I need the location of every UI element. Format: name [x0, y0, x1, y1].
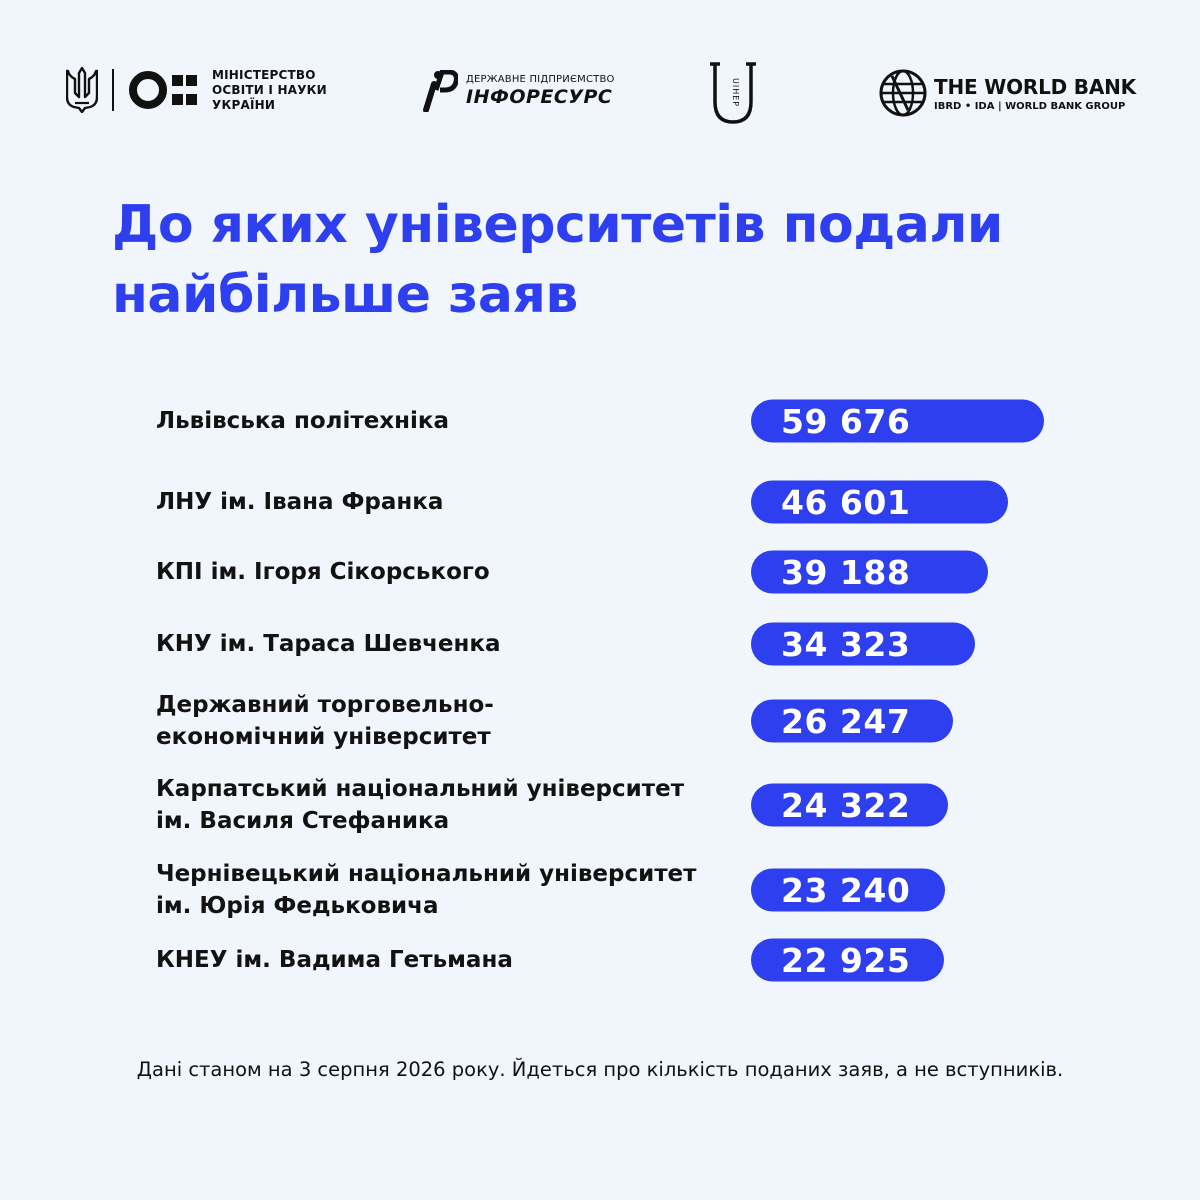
ministry-line: МІНІСТЕРСТВО: [212, 67, 316, 82]
chart-title: До яких університетів подали найбільше з…: [112, 195, 1003, 325]
globe-icon: [879, 69, 927, 117]
ministry-line: ОСВІТИ І НАУКИ: [212, 82, 327, 97]
inforesurs-name: ІНФОРЕСУРС: [466, 86, 613, 108]
category-label: КНУ ім. Тараса Шевченка: [156, 631, 501, 657]
world-bank-name: THE WORLD BANK: [934, 74, 1136, 99]
uihep-logo: UIHEP: [710, 62, 756, 124]
bar: 46 601: [751, 480, 1009, 524]
world-bank-subtitle: IBRD • IDA | WORLD BANK GROUP: [934, 100, 1126, 112]
inforesurs-subtitle: ДЕРЖАВНЕ ПІДПРИЄМСТВО: [466, 74, 615, 85]
trident-icon: [66, 67, 98, 113]
bar-value-label: 24 322: [781, 785, 911, 825]
bar: 34 323: [751, 622, 975, 666]
bar-value-label: 34 323: [781, 624, 911, 664]
bar: 24 322: [751, 783, 948, 827]
bar-value-label: 26 247: [781, 701, 911, 741]
bar-value-label: 23 240: [781, 870, 911, 910]
bar-value-label: 22 925: [781, 940, 911, 980]
bar: 22 925: [751, 938, 944, 982]
category-label: Львівська політехніка: [156, 408, 450, 434]
category-label: Карпатський національний університет ім.…: [156, 776, 685, 834]
ip-mark-icon: [423, 70, 458, 112]
bar: 26 247: [751, 699, 954, 743]
category-label: ЛНУ ім. Івана Франка: [156, 489, 444, 515]
category-label: Чернівецький національний університет ім…: [156, 861, 697, 919]
mon-mark-icon: [129, 71, 197, 109]
bar-value-label: 46 601: [781, 482, 911, 522]
ministry-name: МІНІСТЕРСТВО ОСВІТИ І НАУКИ УКРАЇНИ: [212, 68, 327, 113]
ministry-line: УКРАЇНИ: [212, 97, 276, 112]
bar-value-label: 59 676: [781, 401, 911, 441]
inforesurs-logo: ДЕРЖАВНЕ ПІДПРИЄМСТВО ІНФОРЕСУРС: [418, 70, 615, 112]
ministry-logo: МІНІСТЕРСТВО ОСВІТИ І НАУКИ УКРАЇНИ: [66, 66, 327, 114]
category-label: КПІ ім. Ігоря Сікорського: [156, 559, 490, 585]
world-bank-logo: THE WORLD BANK IBRD • IDA | WORLD BANK G…: [878, 68, 1136, 118]
bar-value-label: 39 188: [781, 552, 911, 592]
footnote: Дані станом на 3 серпня 2026 року. Йдеть…: [136, 1058, 1064, 1081]
category-label: Державний торговельно- економічний уніве…: [156, 692, 494, 750]
bar: 39 188: [751, 550, 989, 594]
uihep-text: UIHEP: [731, 78, 740, 107]
bar: 23 240: [751, 868, 945, 912]
logo-divider: [112, 69, 114, 111]
bar: 59 676: [751, 399, 1044, 443]
logo-bar: МІНІСТЕРСТВО ОСВІТИ І НАУКИ УКРАЇНИ ДЕРЖ…: [0, 0, 1200, 180]
category-label: КНЕУ ім. Вадима Гетьмана: [156, 947, 513, 973]
